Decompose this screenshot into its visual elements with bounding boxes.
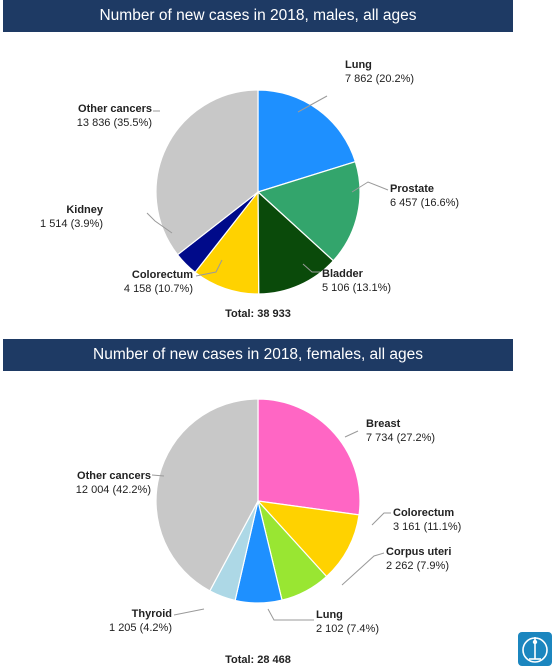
slice-label-kidney: Kidney: [66, 204, 104, 216]
leader-line-lung: [297, 95, 328, 113]
slice-value-breast: 7 734 (27.2%): [366, 432, 435, 444]
slice-label-breast: Breast: [366, 418, 401, 430]
slice-value-other-cancers: 12 004 (42.2%): [76, 484, 151, 496]
slice-label-bladder: Bladder: [322, 268, 364, 280]
leader-line-breast: [344, 430, 359, 438]
slice-label-other-cancers: Other cancers: [77, 470, 151, 482]
leader-line-colorectum: [195, 259, 223, 277]
pie-slice-colorectum: [194, 190, 260, 295]
total-label: Total: 38 933: [225, 308, 291, 320]
leader-line-thyroid: [173, 608, 205, 616]
chart-title-females: Number of new cases in 2018, females, al…: [3, 339, 513, 371]
pie-slice-breast: [257, 398, 361, 516]
slice-label-colorectum: Colorectum: [393, 507, 454, 519]
slice-value-kidney: 1 514 (3.9%): [40, 218, 103, 230]
pie-chart-females: Breast 7 734 (27.2%) Colorectum 3 161 (11.1…: [76, 398, 461, 666]
slice-value-corpus-uteri: 2 262 (7.9%): [386, 560, 449, 572]
slice-value-thyroid: 1 205 (4.2%): [109, 622, 172, 634]
pie-slice-colorectum: [256, 500, 360, 578]
pie-slice-lung: [257, 89, 357, 193]
pie-chart-males: Lung 7 862 (20.2%) Prostate 6 457 (16.6%) Bl…: [40, 59, 459, 320]
leader-line-other-cancers: [151, 474, 165, 477]
slice-value-lung: 2 102 (7.4%): [316, 623, 379, 635]
slice-value-other-cancers: 13 836 (35.5%): [77, 117, 152, 129]
slice-value-prostate: 6 457 (16.6%): [390, 197, 459, 209]
slice-label-lung: Lung: [316, 609, 343, 621]
pie-slice-bladder: [257, 190, 335, 295]
pie-slice-other-cancers: [155, 89, 259, 256]
gco-logo-icon: [518, 632, 552, 666]
chart-title-males: Number of new cases in 2018, males, all …: [3, 0, 513, 32]
slice-value-colorectum: 4 158 (10.7%): [124, 283, 193, 295]
slice-label-colorectum: Colorectum: [132, 269, 193, 281]
slice-label-corpus-uteri: Corpus uteri: [386, 546, 451, 558]
slice-label-lung: Lung: [345, 59, 372, 71]
leader-line-lung: [267, 608, 314, 621]
slice-label-thyroid: Thyroid: [132, 608, 172, 620]
leader-line-kidney: [146, 212, 173, 234]
slice-value-lung: 7 862 (20.2%): [345, 73, 414, 85]
leader-line-bladder: [302, 263, 320, 273]
slice-label-prostate: Prostate: [390, 183, 434, 195]
total-label: Total: 28 468: [225, 654, 291, 666]
leader-line-prostate: [351, 181, 389, 193]
slice-value-bladder: 5 106 (13.1%): [322, 282, 391, 294]
slice-label-other-cancers: Other cancers: [78, 103, 152, 115]
leader-line-corpus-uteri: [341, 552, 385, 586]
slice-value-colorectum: 3 161 (11.1%): [393, 521, 461, 533]
pie-slice-prostate: [256, 160, 361, 262]
leader-line-colorectum: [371, 512, 391, 526]
pie-slice-other-cancers: [155, 398, 259, 592]
